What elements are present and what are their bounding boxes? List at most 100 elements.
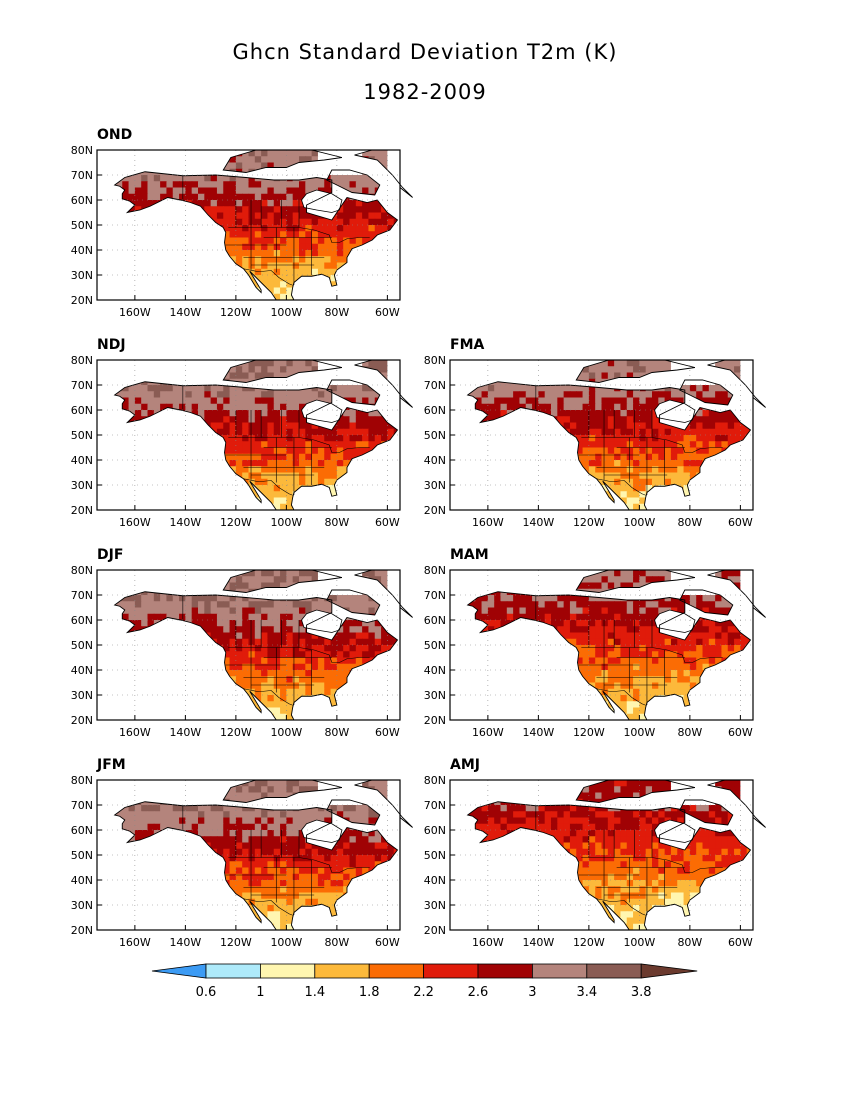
lon-tick-label: 140W [522, 936, 554, 949]
colorbar-tick-label: 3.8 [630, 985, 652, 1000]
colorbar-bin [531, 963, 588, 979]
colorbar-tick-label: 1.4 [304, 985, 326, 1000]
hudson-bay [654, 819, 696, 843]
colorbar-bin [586, 963, 642, 979]
lon-tick-label: 140W [522, 516, 554, 529]
lon-tick-label: 80W [677, 516, 702, 529]
lon-tick-label: 120W [573, 936, 605, 949]
colorbar-tick-label: 0.6 [195, 985, 217, 1000]
lon-tick-label: 140W [169, 516, 201, 529]
lon-tick-label: 60W [728, 726, 753, 739]
colorbar-bin [423, 963, 479, 979]
lon-tick-label: 80W [677, 726, 702, 739]
lon-tick-label: 140W [169, 306, 201, 319]
panel-label: AMJ [450, 757, 480, 773]
lon-tick-label: 160W [472, 516, 504, 529]
lon-tick-label: 60W [728, 516, 753, 529]
lat-tick-label: 40N [424, 874, 446, 887]
lat-tick-label: 20N [424, 504, 446, 517]
map-canvas: 80N 70N 60N 50N 40N 30N 20N 160W 140W 120W 100W 80W… [71, 774, 413, 949]
lat-tick-label: 50N [71, 219, 93, 232]
lat-tick-label: 60N [71, 404, 93, 417]
gridlines [97, 150, 400, 300]
colorbar-high-arrow [640, 963, 698, 979]
lat-tick-label: 30N [71, 269, 93, 282]
map-canvas: 80N 70N 60N 50N 40N 30N 20N 160W 140W 120W 100W 80W… [424, 354, 766, 529]
lon-tick-label: 140W [169, 936, 201, 949]
lon-tick-label: 120W [220, 936, 252, 949]
colorbar-tick-label: 1.8 [358, 985, 380, 1000]
lat-tick-label: 30N [71, 479, 93, 492]
lat-tick-label: 70N [424, 589, 446, 602]
colorbar-bin [205, 963, 261, 979]
lon-tick-label: 60W [375, 936, 400, 949]
gridlines [450, 360, 753, 510]
lon-tick-label: 160W [119, 306, 151, 319]
lat-tick-label: 40N [71, 454, 93, 467]
gridlines [97, 360, 400, 510]
panel-label: FMA [450, 337, 485, 353]
lat-tick-label: 60N [71, 824, 93, 837]
lat-tick-label: 70N [71, 379, 93, 392]
lon-tick-label: 60W [375, 516, 400, 529]
lat-tick-label: 50N [71, 639, 93, 652]
panel-label: MAM [450, 547, 489, 563]
lon-tick-label: 160W [119, 726, 151, 739]
hudson-bay [301, 609, 343, 633]
lat-tick-label: 80N [424, 564, 446, 577]
lon-tick-label: 160W [119, 936, 151, 949]
colorbar-low-arrow [151, 963, 207, 979]
lon-tick-label: 120W [220, 306, 252, 319]
gridlines [450, 780, 753, 930]
colorbar-bin [314, 963, 370, 979]
colorbar-tick-label: 2.6 [467, 985, 489, 1000]
map-canvas: 80N 70N 60N 50N 40N 30N 20N 160W 140W 120W 100W 80W… [424, 774, 766, 949]
lat-tick-label: 70N [71, 169, 93, 182]
lat-tick-label: 80N [424, 774, 446, 787]
hudson-bay [654, 609, 696, 633]
gridlines [97, 570, 400, 720]
colorbar-tick-label: 3.4 [576, 985, 598, 1000]
panel-label: DJF [97, 547, 124, 563]
colorbar-bin [260, 963, 316, 979]
map-panel-mam: MAM 80N 70N 60N 50N 40N 30N 20N 160W 140W 120W 100W… [398, 545, 766, 745]
lat-tick-label: 30N [71, 899, 93, 912]
lat-tick-label: 50N [71, 429, 93, 442]
lat-tick-label: 60N [424, 824, 446, 837]
lat-tick-label: 60N [71, 614, 93, 627]
lon-tick-label: 100W [623, 936, 655, 949]
lat-tick-label: 50N [424, 429, 446, 442]
map-canvas: 80N 70N 60N 50N 40N 30N 20N 160W 140W 120W 100W 80W… [71, 354, 413, 529]
lon-tick-label: 60W [375, 726, 400, 739]
lat-tick-label: 30N [424, 689, 446, 702]
lat-tick-label: 70N [424, 379, 446, 392]
lat-tick-label: 40N [71, 664, 93, 677]
lat-tick-label: 50N [71, 849, 93, 862]
map-panel-ndj: NDJ 80N 70N 60N 50N 40N 30N 20N 160W 140W 120W 100W… [45, 335, 413, 535]
lat-tick-label: 40N [424, 664, 446, 677]
lat-tick-label: 50N [424, 639, 446, 652]
lon-tick-label: 100W [623, 516, 655, 529]
lon-tick-label: 60W [728, 936, 753, 949]
lat-tick-label: 80N [71, 354, 93, 367]
lon-tick-label: 80W [324, 936, 349, 949]
colorbar-tick-label: 2.2 [413, 985, 434, 1000]
lon-tick-label: 100W [270, 726, 302, 739]
lat-tick-label: 20N [71, 294, 93, 307]
hudson-bay [301, 399, 343, 423]
lat-tick-label: 30N [424, 479, 446, 492]
lon-tick-label: 160W [472, 936, 504, 949]
lon-tick-label: 160W [119, 516, 151, 529]
map-canvas: 80N 70N 60N 50N 40N 30N 20N 160W 140W 120W 100W 80W… [71, 144, 413, 319]
hudson-bay [301, 819, 343, 843]
lat-tick-label: 30N [424, 899, 446, 912]
lat-tick-label: 20N [424, 924, 446, 937]
lon-tick-label: 60W [375, 306, 400, 319]
lat-tick-label: 70N [424, 799, 446, 812]
lat-tick-label: 80N [71, 774, 93, 787]
lon-tick-label: 140W [169, 726, 201, 739]
panel-label: NDJ [97, 337, 126, 353]
figure-subtitle: 1982-2009 [363, 80, 487, 104]
lat-tick-label: 40N [71, 244, 93, 257]
lon-tick-label: 120W [573, 516, 605, 529]
